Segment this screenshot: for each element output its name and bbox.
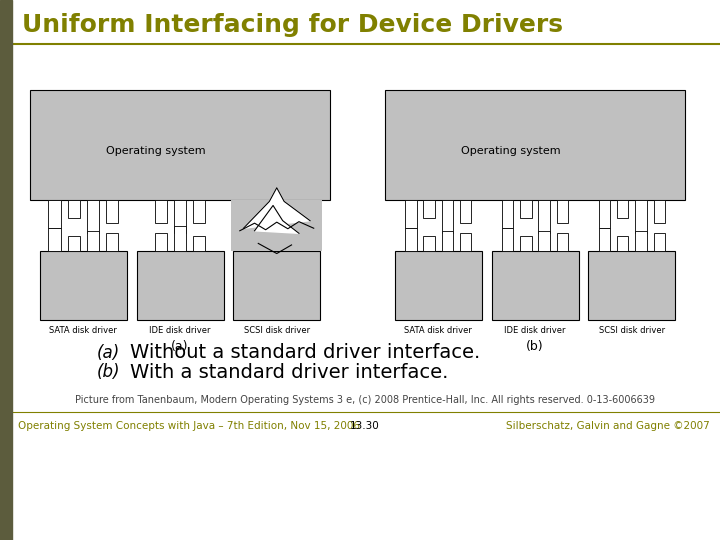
- Text: SCSI disk driver: SCSI disk driver: [243, 326, 310, 335]
- Bar: [617, 200, 629, 218]
- Bar: [539, 200, 550, 233]
- Bar: [599, 200, 610, 228]
- Bar: [442, 200, 453, 233]
- Bar: [231, 200, 323, 251]
- Bar: [155, 200, 167, 223]
- Text: Operating system: Operating system: [462, 146, 561, 156]
- Bar: [635, 200, 647, 233]
- Bar: [492, 251, 578, 320]
- Bar: [193, 200, 205, 223]
- Bar: [174, 200, 186, 233]
- Text: Operating System Concepts with Java – 7th Edition, Nov 15, 2006: Operating System Concepts with Java – 7t…: [18, 421, 360, 431]
- Bar: [155, 233, 167, 251]
- Bar: [68, 236, 80, 251]
- Bar: [460, 233, 472, 251]
- Bar: [635, 231, 647, 251]
- Text: Operating system: Operating system: [106, 146, 206, 156]
- Bar: [30, 90, 330, 200]
- Bar: [423, 236, 435, 251]
- Text: 13.30: 13.30: [350, 421, 380, 431]
- Text: SATA disk driver: SATA disk driver: [405, 326, 472, 335]
- Bar: [423, 200, 435, 218]
- Bar: [40, 251, 127, 320]
- Bar: [106, 233, 118, 251]
- Text: Without a standard driver interface.: Without a standard driver interface.: [130, 343, 480, 362]
- Bar: [557, 200, 568, 223]
- Text: Silberschatz, Galvin and Gagne ©2007: Silberschatz, Galvin and Gagne ©2007: [506, 421, 710, 431]
- Text: IDE disk driver: IDE disk driver: [149, 326, 211, 335]
- Bar: [502, 200, 513, 228]
- Bar: [599, 228, 610, 251]
- Bar: [539, 231, 550, 251]
- Bar: [48, 200, 60, 228]
- Bar: [174, 226, 186, 251]
- Text: With a standard driver interface.: With a standard driver interface.: [130, 362, 449, 381]
- Text: Picture from Tanenbaum, Modern Operating Systems 3 e, (c) 2008 Prentice-Hall, In: Picture from Tanenbaum, Modern Operating…: [75, 395, 655, 405]
- Bar: [521, 200, 531, 218]
- Bar: [385, 90, 685, 200]
- Bar: [617, 236, 629, 251]
- Bar: [405, 200, 416, 228]
- Bar: [588, 251, 675, 320]
- Bar: [654, 233, 665, 251]
- Text: IDE disk driver: IDE disk driver: [504, 326, 566, 335]
- Polygon shape: [243, 188, 310, 228]
- Bar: [502, 228, 513, 251]
- Bar: [48, 228, 60, 251]
- Text: (b): (b): [96, 363, 120, 381]
- Text: SATA disk driver: SATA disk driver: [49, 326, 117, 335]
- Bar: [86, 231, 99, 251]
- Bar: [68, 200, 80, 218]
- Bar: [106, 200, 118, 223]
- Bar: [137, 251, 223, 320]
- Bar: [0, 0, 12, 540]
- Bar: [654, 200, 665, 223]
- Bar: [86, 200, 99, 233]
- Bar: [521, 236, 531, 251]
- Text: (a): (a): [171, 340, 189, 353]
- Bar: [395, 251, 482, 320]
- Text: (a): (a): [96, 344, 120, 362]
- Text: (b): (b): [526, 340, 544, 353]
- Bar: [233, 251, 320, 320]
- Text: Uniform Interfacing for Device Drivers: Uniform Interfacing for Device Drivers: [22, 13, 563, 37]
- Bar: [405, 228, 416, 251]
- Bar: [460, 200, 472, 223]
- Bar: [193, 236, 205, 251]
- Polygon shape: [255, 205, 299, 233]
- Bar: [442, 231, 453, 251]
- Bar: [557, 233, 568, 251]
- Text: SCSI disk driver: SCSI disk driver: [599, 326, 665, 335]
